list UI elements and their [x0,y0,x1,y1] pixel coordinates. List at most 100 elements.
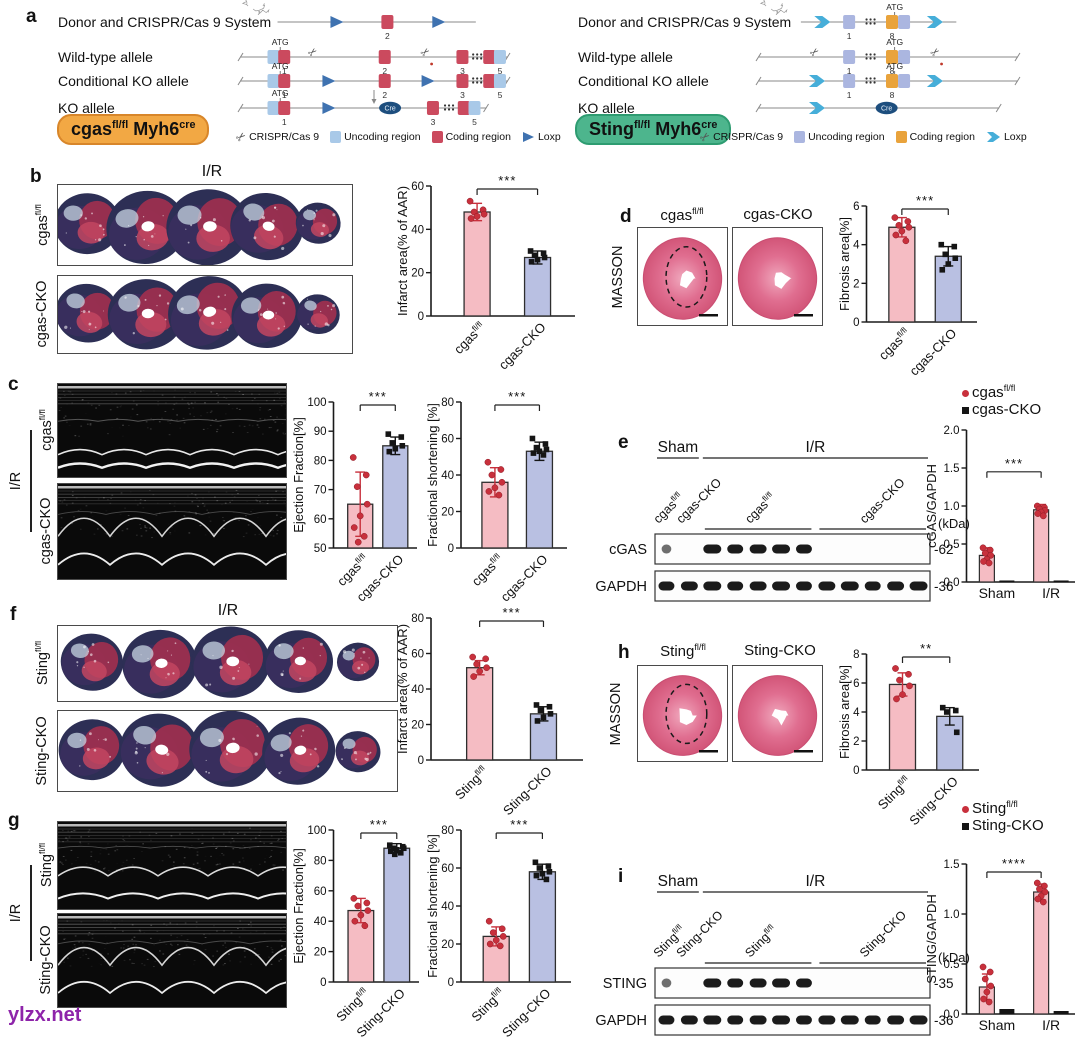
band [703,1015,722,1025]
category-label: cgas-CKO [498,552,551,605]
data-point [540,452,547,458]
heart-slice [231,283,302,348]
mmode-trace [58,822,286,909]
ellipsis-dots [869,81,872,84]
condition-label: I/R [806,439,826,456]
tissue-section [733,666,822,761]
data-point [541,254,548,261]
category-label: cgasfl/fl [469,551,506,588]
coding-swatch [895,131,907,143]
masson-image [637,665,728,762]
category-label: I/R [1042,585,1060,601]
bracket-line [30,430,32,532]
tissue-section [642,675,723,756]
data-point [496,942,504,950]
condition-label: Sham [658,439,699,456]
data-point [1033,879,1041,887]
tissue-section [737,237,818,320]
scale-bar [699,750,718,753]
lumen [774,272,792,289]
data-point [979,963,987,971]
group-label: cgas-CKO [38,497,54,565]
panel-b-letter: b [30,166,42,187]
data-point [533,872,540,879]
data-point [473,660,480,668]
ellipsis-dots [476,57,479,60]
legend-label: Stingfl/fl [972,799,1018,817]
y-tick-label: 0.0 [944,1009,960,1021]
ellipsis-dots [447,108,451,111]
group-label: Stingfl/fl [37,842,55,888]
chart-legend: Stingfl/fl Sting-CKO [962,796,1044,834]
western-blot-sting: Sham I/R Stingfl/fl Sting-CKO Stingfl/fl Stin… [595,862,1000,1036]
legend-label: Uncoding region [808,131,885,143]
data-point [943,709,950,715]
coding-box [378,50,391,64]
svg-text:8: 8 [890,90,895,100]
panel-h-letter: h [618,642,630,663]
scissors-icon: ✂ [306,45,321,60]
data-point [482,655,489,663]
sig-stars: *** [508,389,526,404]
lane-label: Sting-CKO [674,908,726,960]
data-point [389,440,396,446]
svg-text:ATG: ATG [272,61,289,71]
band [749,978,767,988]
data-point [985,998,993,1006]
band [727,581,744,591]
column-title: cgasfl/fl [660,206,704,224]
data-point [1036,885,1043,893]
scissors-icon: ✂ [808,45,823,60]
lane-label: Sting-CKO [857,908,909,960]
chart-legend: cgasfl/fl cgas-CKO [962,380,1041,418]
cre-oval [875,101,898,115]
coding-box [278,101,291,115]
data-point [953,729,960,736]
chart-fibrosis-sting: 0 2 4 6 8 Fibrosis area[%] Stingfl/fl Sting-CKO… [837,638,984,828]
band [749,581,767,591]
category-label: Stingfl/fl [468,985,507,1024]
data-point [952,255,959,261]
uncoding-box [267,101,280,115]
data-point [483,664,490,672]
data-point [350,524,358,531]
heart-slice [191,626,270,698]
chart-e: 0.0 0.5 1.0 1.5 2.0 cGAS/GAPDH Sham I/R *** [924,425,1075,601]
svg-text:3: 3 [460,66,465,76]
panel-a-letter: a [26,6,37,27]
data-point [364,907,372,914]
ellipsis-dots [873,77,876,80]
uncoding-box [843,74,856,88]
y-tick-label: 40 [314,916,327,928]
ellipsis-dots [443,108,447,111]
svg-text:2: 2 [382,66,387,76]
data-point [1039,898,1047,906]
y-axis-label: Fibrosis area[%] [837,217,852,311]
chart-infarct-sting: 0 20 40 60 80 Infarct area(% of AAR) Stingfl/f… [395,602,588,818]
heart-slice [168,276,248,350]
group-label: cgasfl/fl [37,409,55,451]
coding-box [381,15,394,29]
ir-side-label: I/R [8,903,24,923]
bar [463,211,491,317]
svg-text:✂: ✂ [418,45,433,60]
ellipsis-dots [443,104,447,107]
svg-text:1: 1 [847,66,852,76]
uncoding-box [898,74,911,88]
y-tick-label: 60 [314,886,327,898]
band [795,978,812,988]
heart-slice [122,629,198,699]
sig-stars: *** [502,605,520,620]
bar [888,226,916,323]
y-tick-label: 0 [853,765,859,777]
category-label: Stingfl/fl [452,763,491,802]
heart-slice [230,192,304,261]
band [661,544,672,554]
heart-slice [60,633,124,691]
band [818,581,836,591]
coding-box [278,50,291,64]
heart-slice [264,630,334,693]
svg-text:3: 3 [460,90,465,100]
data-point [391,851,398,858]
data-point [534,718,541,724]
